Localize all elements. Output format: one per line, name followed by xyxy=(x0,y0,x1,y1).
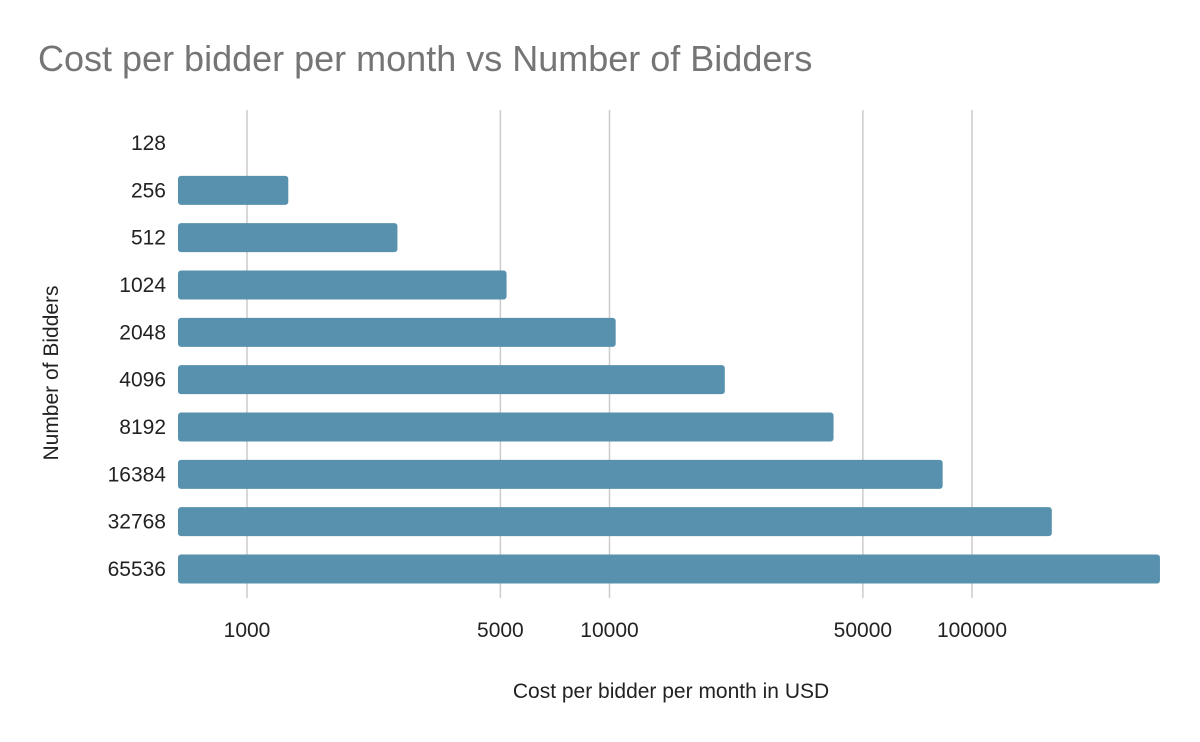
chart-title: Cost per bidder per month vs Number of B… xyxy=(38,38,813,79)
bar-8192 xyxy=(178,412,834,442)
bar-4096 xyxy=(178,365,725,395)
y-tick-label: 65536 xyxy=(108,558,166,581)
x-tick-label: 100000 xyxy=(937,619,1007,642)
bar-16384 xyxy=(178,459,943,489)
x-tick-label: 5000 xyxy=(477,619,524,642)
x-tick-label: 50000 xyxy=(834,619,892,642)
bar-512 xyxy=(178,223,398,253)
y-tick-label: 16384 xyxy=(108,463,167,486)
bar-2048 xyxy=(178,317,616,347)
x-axis-title: Cost per bidder per month in USD xyxy=(513,680,829,703)
bar-1024 xyxy=(178,270,507,300)
y-tick-label: 4096 xyxy=(119,369,166,392)
x-tick-label: 1000 xyxy=(224,619,271,642)
y-tick-label: 512 xyxy=(131,227,166,250)
bar-32768 xyxy=(178,507,1052,537)
x-tick-labels: 1000 5000 10000 50000 100000 xyxy=(224,619,1007,642)
y-tick-label: 256 xyxy=(131,179,166,202)
y-tick-label: 128 xyxy=(131,132,166,155)
y-tick-label: 2048 xyxy=(119,321,166,344)
y-axis-title: Number of Bidders xyxy=(40,285,63,460)
bar-65536 xyxy=(178,554,1160,584)
bars xyxy=(178,175,1160,584)
y-tick-labels: 128 256 512 1024 2048 4096 8192 16384 32768 65536 xyxy=(108,132,167,581)
y-tick-label: 8192 xyxy=(119,416,166,439)
bar-256 xyxy=(178,175,289,205)
y-tick-label: 1024 xyxy=(119,274,166,297)
x-tick-label: 10000 xyxy=(580,619,638,642)
y-tick-label: 32768 xyxy=(108,511,166,534)
